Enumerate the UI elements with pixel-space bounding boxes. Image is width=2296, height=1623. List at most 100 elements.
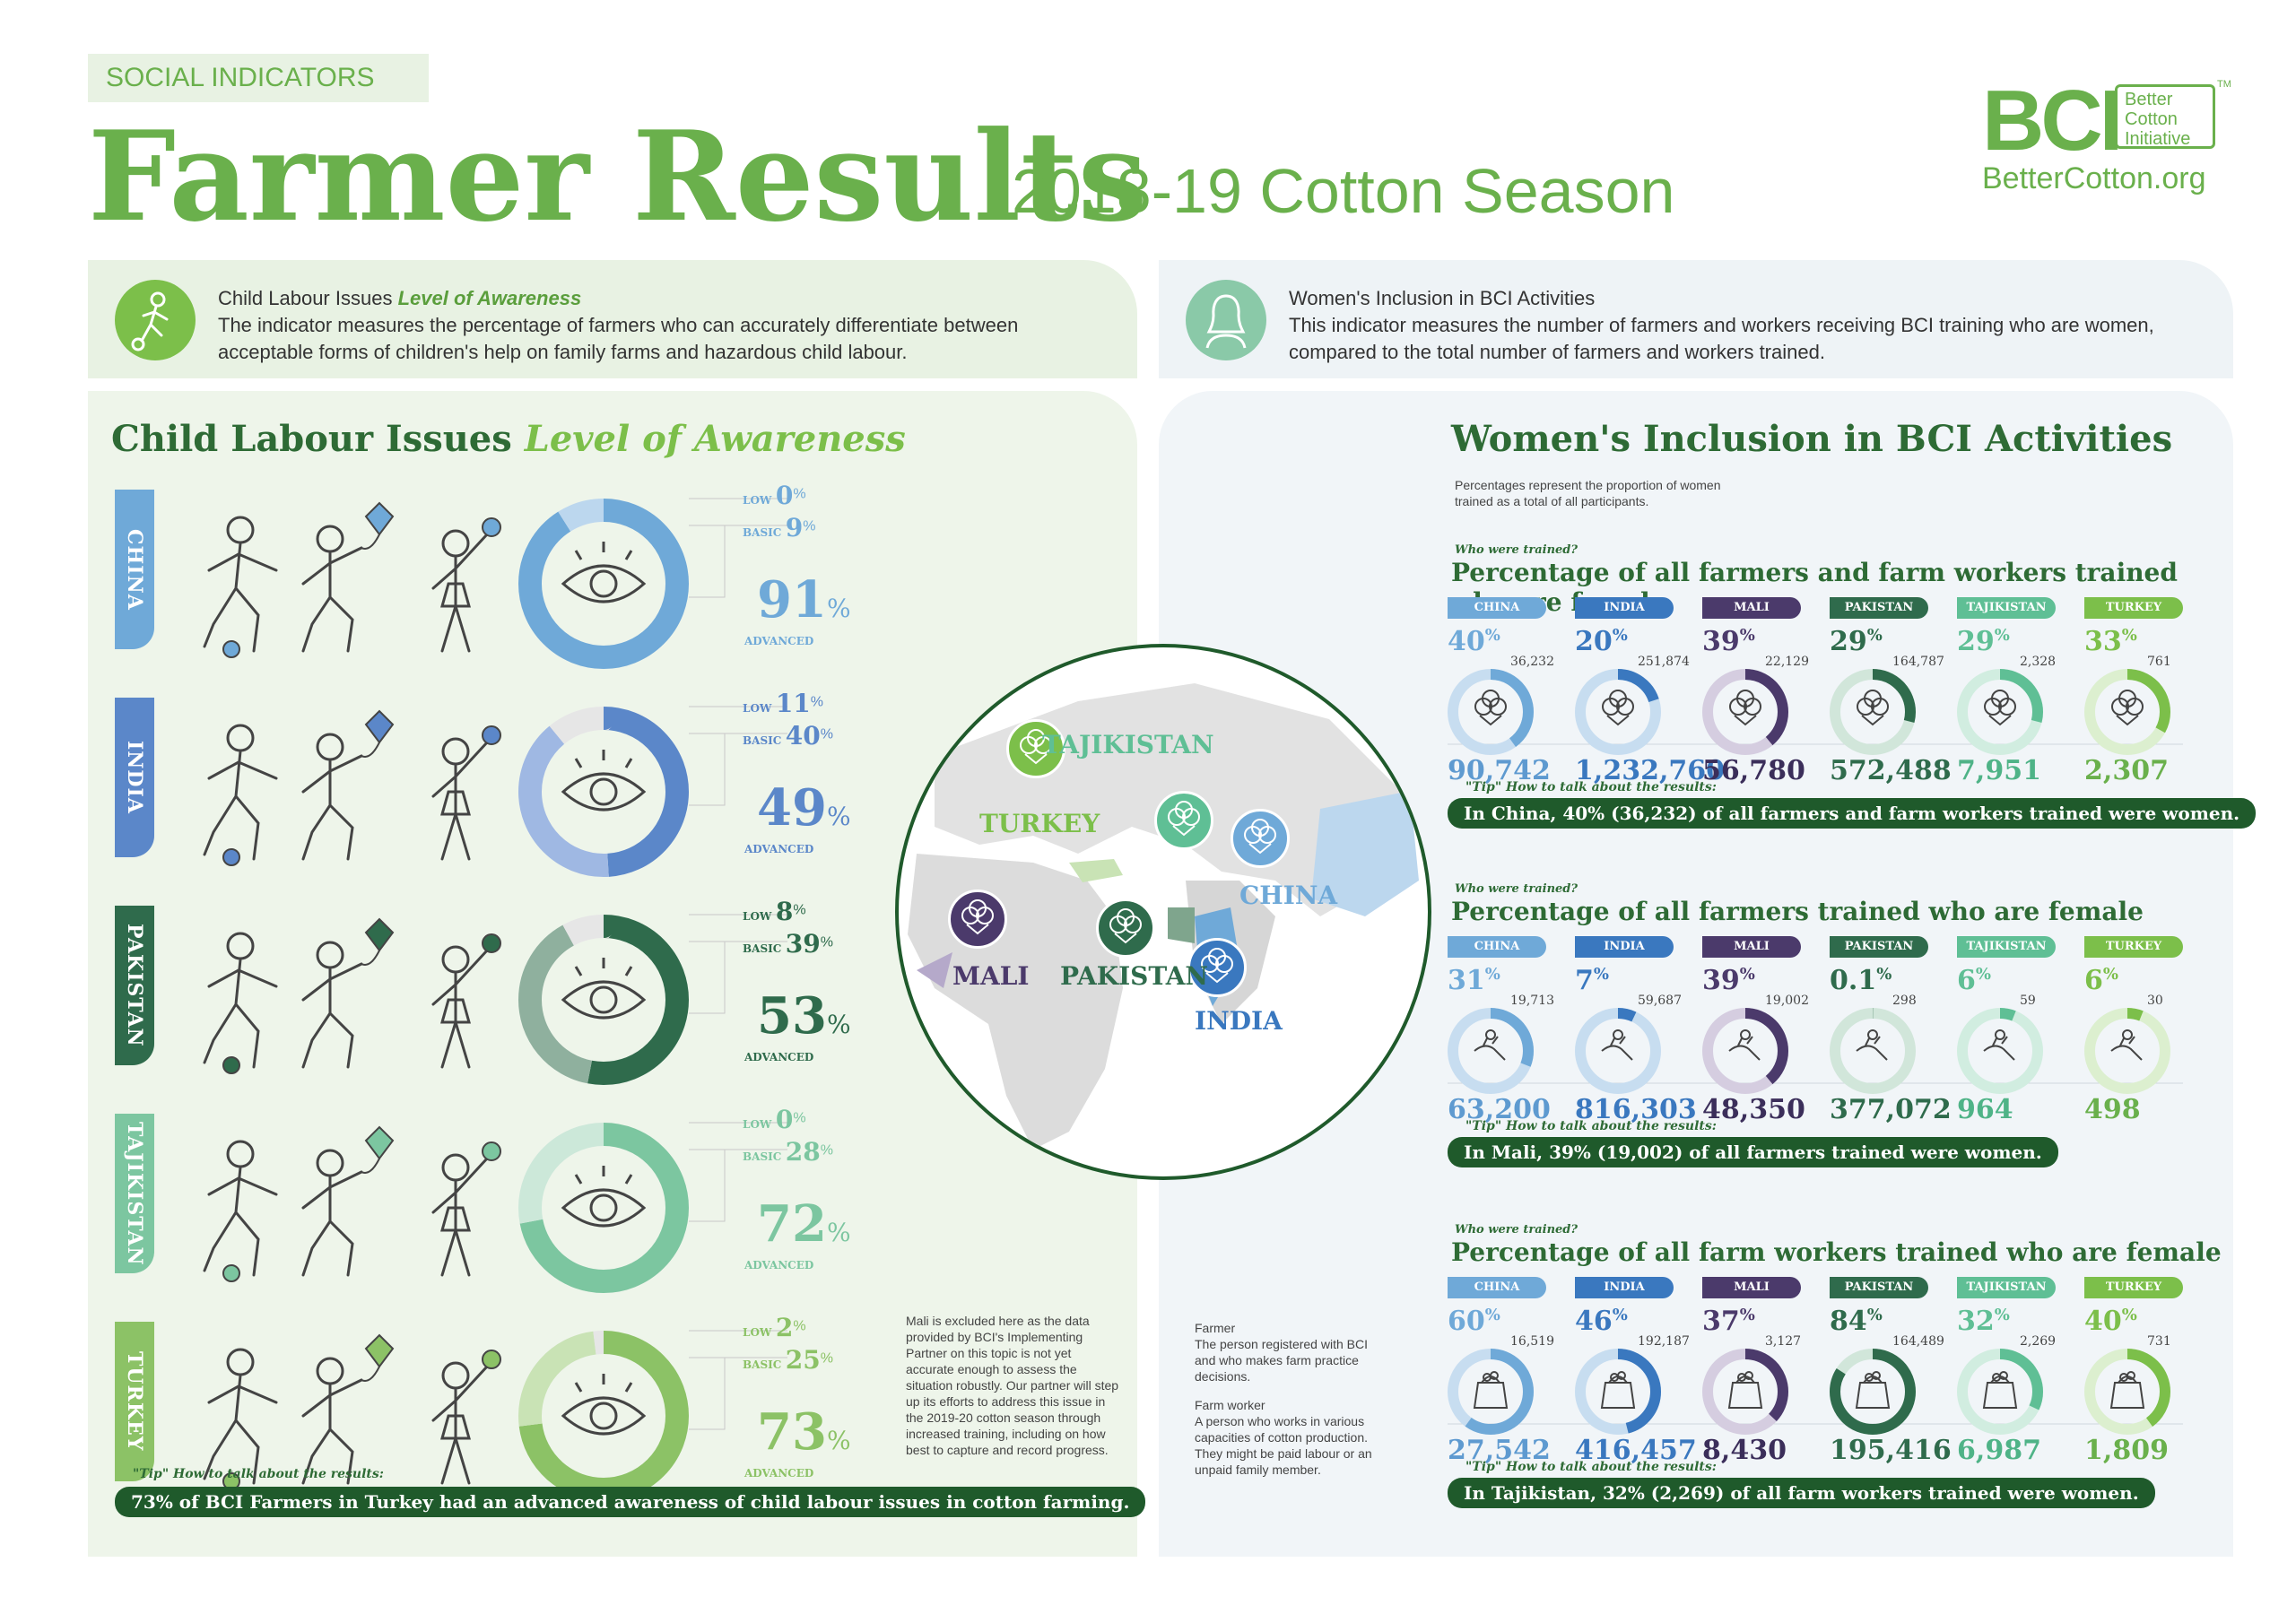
total-trained: 56,780	[1702, 755, 1805, 786]
awareness-donut	[518, 915, 689, 1085]
pct-value: 39	[1702, 626, 1740, 657]
women-donut	[2084, 669, 2170, 755]
women-donut	[2084, 1349, 2170, 1435]
who-label: Who were trained?	[1455, 1223, 1578, 1237]
female-count: 164,787	[1892, 655, 1944, 669]
awareness-row: TURKEY LOW 2%	[88, 1313, 1137, 1510]
advanced-label: ADVANCED	[744, 635, 814, 647]
advanced-pct: 53	[757, 986, 827, 1046]
basic-value: BASIC 25%	[743, 1345, 833, 1375]
country-tab: MALI	[1702, 1277, 1801, 1298]
women-donut	[1448, 1349, 1534, 1435]
pct-value: 60	[1448, 1306, 1485, 1337]
total-trained: 1,232,760	[1575, 755, 1726, 786]
pct-value: 6	[1957, 965, 1976, 996]
leader-lines	[689, 706, 787, 806]
women-donut	[1957, 1349, 2043, 1435]
female-count: 22,129	[1765, 655, 1809, 669]
pct-sign: %	[793, 1110, 806, 1126]
advanced-pct: 49	[757, 778, 827, 838]
total-trained: 6,987	[1957, 1435, 2041, 1466]
female-pct: 37%	[1702, 1306, 1755, 1337]
pct-sign: %	[820, 1350, 833, 1367]
pct-value: 46	[1575, 1306, 1613, 1337]
women-section: Who were trained? Percentage of all farm…	[1159, 882, 2233, 1214]
low-value: LOW 0%	[743, 481, 806, 510]
pct-value: 20	[1575, 626, 1613, 657]
female-count: 2,328	[2020, 655, 2057, 669]
female-pct: 6%	[1957, 965, 1991, 996]
low-label: LOW	[743, 494, 772, 507]
country-tab: INDIA	[115, 698, 154, 857]
pct-value: 7	[1575, 965, 1594, 996]
female-count: 2,269	[2020, 1334, 2057, 1349]
women-donut	[1575, 1349, 1661, 1435]
advanced-value: 53%	[757, 986, 851, 1046]
country-name: CHINA	[123, 528, 146, 611]
pct-value: 40	[2084, 1306, 2122, 1337]
country-name: TAJIKISTAN	[1966, 601, 2047, 614]
country-name: CHINA	[1474, 1280, 1520, 1294]
basic-label: BASIC	[743, 734, 782, 747]
country-tab: CHINA	[1448, 597, 1546, 619]
total-trained: 816,303	[1575, 1094, 1697, 1125]
basic-pct: 39	[785, 929, 821, 959]
female-count: 59	[2020, 994, 2036, 1008]
low-pct: 0	[775, 481, 794, 510]
pct-sign: %	[793, 1318, 806, 1334]
low-value: LOW 8%	[743, 897, 806, 926]
total-trained: 90,742	[1448, 755, 1551, 786]
women-donut	[1957, 669, 2043, 755]
children-illustration	[203, 501, 501, 658]
tip-label: "Tip" How to talk about the results:	[1465, 1460, 1717, 1474]
female-pct: 40%	[1448, 626, 1500, 657]
tip-label: "Tip" How to talk about the results:	[1465, 780, 1717, 794]
low-pct: 8	[775, 897, 794, 926]
who-label: Who were trained?	[1455, 543, 1578, 557]
women-donut	[1575, 669, 1661, 755]
female-count: 59,687	[1638, 994, 1682, 1008]
children-illustration	[203, 917, 501, 1074]
divider-line	[1448, 1082, 2183, 1084]
logo-box-line: Better	[2125, 90, 2173, 109]
country-tab: INDIA	[1575, 1277, 1674, 1298]
female-pct: 29%	[1830, 626, 1883, 657]
pct-sign: %	[826, 1010, 851, 1039]
country-tab: PAKISTAN	[1830, 1277, 1928, 1298]
country-name: TURKEY	[2105, 601, 2162, 614]
low-value: LOW 0%	[743, 1105, 806, 1134]
female-count: 251,874	[1638, 655, 1690, 669]
female-pct: 84%	[1830, 1306, 1883, 1337]
women-donut	[1702, 1349, 1788, 1435]
basic-value: BASIC 40%	[743, 721, 833, 751]
female-pct: 33%	[2084, 626, 2137, 657]
female-pct: 6%	[2084, 965, 2118, 996]
basic-value: BASIC 9%	[743, 513, 815, 542]
awareness-donut	[518, 1123, 689, 1293]
advanced-value: 72%	[757, 1194, 851, 1254]
basic-pct: 40	[785, 721, 821, 751]
tip-bar: In China, 40% (36,232) of all farmers an…	[1448, 798, 2257, 829]
map-country-label: INDIA	[1195, 1006, 1283, 1036]
children-illustration	[203, 1333, 501, 1490]
women-donut	[1448, 1008, 1534, 1094]
advanced-value: 49%	[757, 778, 851, 838]
female-count: 731	[2147, 1334, 2171, 1349]
women-donut	[1957, 1008, 2043, 1094]
woman-icon	[1186, 280, 1266, 360]
header-title-plain: Child Labour Issues	[218, 287, 393, 309]
female-pct: 40%	[2084, 1306, 2137, 1337]
awareness-donut	[518, 499, 689, 669]
female-pct: 29%	[1957, 626, 2010, 657]
country-tab: TAJIKISTAN	[1957, 1277, 2056, 1298]
awareness-row: CHINA LOW 0%	[88, 481, 1137, 678]
country-name: MALI	[1734, 940, 1770, 953]
pct-sign: %	[820, 726, 833, 742]
cotton-boll-icon	[1154, 791, 1213, 850]
advanced-pct: 91	[757, 570, 827, 629]
child-labour-header: Child Labour Issues Level of Awareness T…	[88, 260, 1137, 378]
pct-sign: %	[820, 934, 833, 950]
tip-label: "Tip" How to talk about the results:	[1465, 1119, 1717, 1133]
tip-label: "Tip" How to talk about the results:	[133, 1467, 384, 1481]
female-pct: 20%	[1575, 626, 1628, 657]
